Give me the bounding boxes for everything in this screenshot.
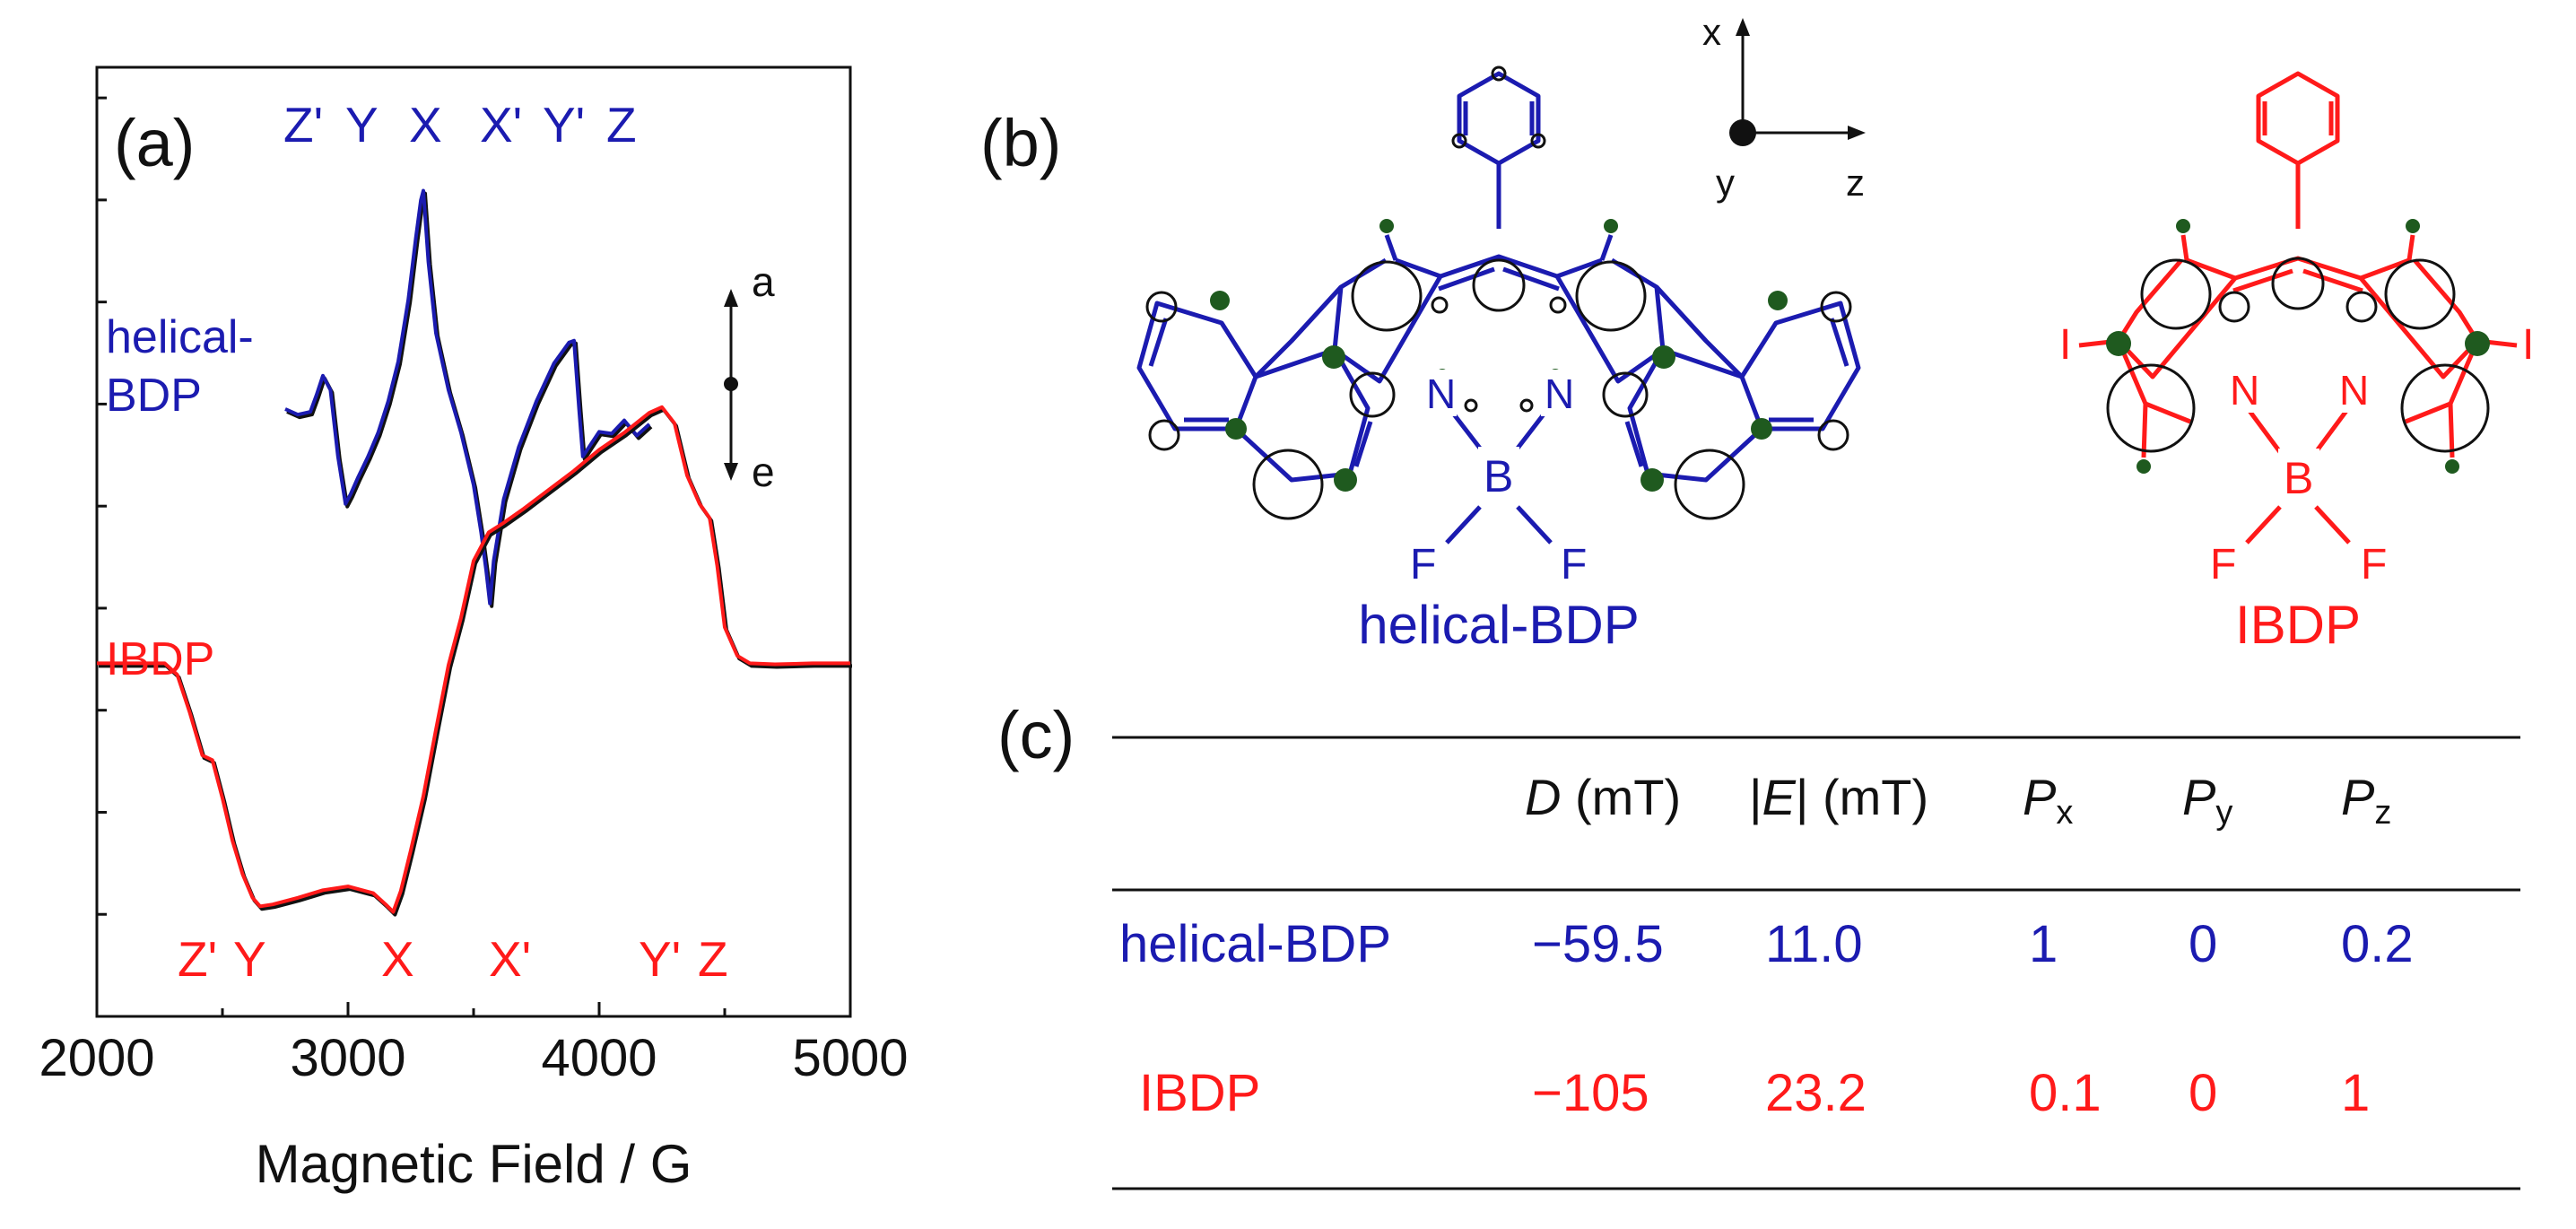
arrow-up-icon [724, 289, 738, 307]
x-tick-label: 3000 [290, 1029, 405, 1087]
header-e-symbol: E [1762, 769, 1797, 825]
axis-x-label: x [1702, 11, 1721, 53]
series-label-ibdp: IBDP [106, 633, 214, 685]
panel-c-parameter-table: (c) D (mT) |E| (mT) Px Py Pz helical-BDP… [997, 698, 2520, 1190]
y-axis-dot-icon [1729, 119, 1756, 146]
top-annot-z: Z [606, 97, 637, 153]
ibdp-i2-label: I [2522, 321, 2534, 369]
series-1-simulation-line [97, 405, 850, 914]
x-tick-label: 5000 [792, 1029, 908, 1087]
series-0-experimental-line [286, 191, 653, 608]
table-row: helical-BDP −59.5 11.0 1 0 0.2 [1119, 915, 2414, 973]
ibdp-n2-label: N [2339, 367, 2369, 414]
row-pz: 0.2 [2341, 915, 2414, 973]
top-annot-z-prime: Z' [283, 97, 323, 153]
row-e: 23.2 [1765, 1064, 1867, 1122]
header-pz-symbol: P [2341, 769, 2374, 825]
x-tick-label: 2000 [39, 1029, 154, 1087]
axis-z-label: z [1846, 161, 1865, 204]
bottom-annot-x-prime: X' [489, 931, 531, 987]
row-e: 11.0 [1765, 915, 1863, 973]
header-py-symbol: P [2182, 769, 2215, 825]
panel-b-label: (b) [980, 106, 1061, 180]
x-tick-labels: 2000 3000 4000 5000 [39, 1029, 908, 1087]
bottom-annot-z: Z [698, 931, 728, 987]
header-d: D (mT) [1525, 769, 1681, 825]
arrow-down-icon [724, 463, 738, 481]
row-py: 0 [2189, 1064, 2217, 1122]
series-label-helical-line2: BDP [106, 370, 202, 422]
helical-bdp-n1-label: N [1426, 370, 1456, 417]
row-d: −59.5 [1532, 915, 1664, 973]
row-px: 0.1 [2029, 1064, 2102, 1122]
x-axis-label: Magnetic Field / G [256, 1134, 692, 1194]
x-ticks [95, 1002, 852, 1016]
ibdp-b-label: B [2284, 453, 2313, 503]
row-py: 0 [2189, 915, 2217, 973]
absorption-label: a [752, 258, 775, 305]
x-axis-arrow-icon [1736, 18, 1750, 36]
bottom-annot-z-prime: Z' [178, 931, 217, 987]
series-label-helical-line1: helical- [106, 311, 254, 363]
phase-indicator: a e [724, 258, 775, 495]
header-e: |E| (mT) [1749, 769, 1928, 825]
top-annot-y: Y [345, 97, 379, 153]
panel-c-label: (c) [997, 698, 1075, 772]
header-px-symbol: P [2023, 769, 2056, 825]
series-lines [97, 188, 852, 917]
bottom-annot-x: X [381, 931, 414, 987]
axis-y-label: y [1716, 161, 1735, 204]
ibdp-green-dots-icon [2106, 219, 2490, 474]
header-d-unit: (mT) [1561, 769, 1681, 825]
row-name: IBDP [1139, 1064, 1260, 1122]
ibdp-orbital-circles-icon [2106, 257, 2490, 453]
panel-b-structures: (b) x y z [980, 11, 2534, 655]
y-minor-ticks [97, 96, 107, 916]
helical-bdp-name: helical-BDP [1358, 595, 1639, 655]
z-axis-arrow-icon [1848, 126, 1866, 140]
coordinate-axes: x y z [1702, 11, 1866, 204]
bottom-annot-y-prime: Y' [639, 931, 681, 987]
top-annot-x: X [409, 97, 442, 153]
header-pz: Pz [2341, 769, 2391, 832]
ibdp-f1-label: F [2210, 541, 2236, 588]
ibdp-i1-label: I [2059, 321, 2071, 369]
header-py-sub: y [2215, 794, 2232, 832]
helical-bdp-b-label: B [1484, 451, 1513, 501]
top-annot-y-prime: Y' [543, 97, 585, 153]
header-px-sub: x [2056, 794, 2073, 832]
panel-a-label: (a) [114, 106, 195, 180]
ibdp-n1-label: N [2230, 367, 2259, 414]
row-d: −105 [1532, 1064, 1649, 1122]
header-py: Py [2182, 769, 2232, 832]
helical-bdp-f1-label: F [1410, 541, 1436, 588]
panel-a-epr-chart: 2000 3000 4000 5000 (a) Magnetic Field / G … [39, 65, 909, 1194]
helical-bdp-orbital-circles-icon [1145, 65, 1852, 520]
row-name: helical-BDP [1119, 915, 1391, 973]
emission-label: e [752, 449, 775, 495]
header-d-symbol: D [1525, 769, 1561, 825]
row-pz: 1 [2341, 1064, 2370, 1122]
row-px: 1 [2029, 915, 2058, 973]
header-pz-sub: z [2374, 794, 2391, 832]
top-annot-x-prime: X' [480, 97, 522, 153]
header-e-bar-left: | [1749, 769, 1762, 825]
ibdp-name: IBDP [2235, 595, 2361, 655]
helical-bdp-f2-label: F [1561, 541, 1587, 588]
header-e-unit: (mT) [1808, 769, 1928, 825]
bottom-annot-y: Y [233, 931, 266, 987]
series-0-simulation-line [284, 188, 651, 606]
plot-frame [95, 65, 852, 1018]
origin-dot-icon [724, 377, 738, 391]
header-px: Px [2023, 769, 2073, 832]
ibdp-f2-label: F [2361, 541, 2387, 588]
table-row: IBDP −105 23.2 0.1 0 1 [1139, 1064, 2370, 1122]
helical-bdp-green-dots-icon [1210, 219, 1788, 492]
x-tick-label: 4000 [541, 1029, 657, 1087]
helical-bdp-n2-label: N [1545, 370, 1574, 417]
header-e-bar-right: | [1796, 769, 1809, 825]
